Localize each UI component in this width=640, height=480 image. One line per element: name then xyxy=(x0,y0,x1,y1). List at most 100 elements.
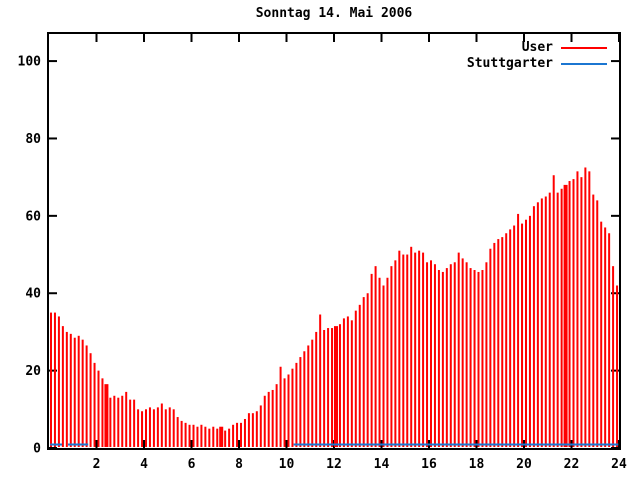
user-impulse-bar xyxy=(414,252,417,447)
x-tick-label: 4 xyxy=(140,457,148,472)
user-impulse-bar xyxy=(319,314,322,447)
user-impulse-bar xyxy=(358,304,361,447)
user-impulse-bar xyxy=(247,413,250,447)
legend-label-stuttgarter: Stuttgarter xyxy=(466,56,553,71)
user-impulse-bar xyxy=(505,233,508,447)
user-impulse-bar xyxy=(517,213,520,447)
legend-entry-user: User xyxy=(467,40,607,55)
x-tick-label: 16 xyxy=(421,457,437,472)
user-impulse-bar xyxy=(216,428,219,447)
user-impulse-bar xyxy=(61,326,64,447)
user-impulse-bar xyxy=(204,426,207,447)
user-impulse-bar xyxy=(528,215,531,447)
user-impulse-bar xyxy=(544,196,547,447)
user-impulse-bar xyxy=(588,171,591,447)
user-impulse-bar xyxy=(552,175,555,447)
user-impulse-bar xyxy=(287,374,290,447)
user-impulse-bar xyxy=(382,285,385,447)
user-impulse-bar xyxy=(295,362,298,447)
user-impulse-bar xyxy=(366,293,369,447)
user-impulse-bar xyxy=(275,384,278,447)
user-impulse-bar xyxy=(53,312,56,447)
chart-title: Sonntag 14. Mai 2006 xyxy=(255,6,413,21)
user-impulse-bar xyxy=(327,328,330,447)
user-impulse-bar xyxy=(346,316,349,447)
user-impulse-bar xyxy=(200,424,203,447)
user-impulse-bar xyxy=(271,389,274,447)
user-impulse-bar xyxy=(101,378,104,447)
user-impulse-bar xyxy=(612,266,615,447)
user-impulse-bar xyxy=(109,397,112,447)
user-impulse-bar xyxy=(461,258,464,447)
legend-line-stuttgarter-icon xyxy=(561,62,607,65)
user-impulse-bar xyxy=(152,409,155,447)
y-tick-label: 20 xyxy=(25,364,41,379)
user-impulse-bar xyxy=(85,345,88,447)
user-impulse-bar xyxy=(125,391,128,447)
x-tick-label: 20 xyxy=(516,457,532,472)
user-impulse-bar xyxy=(176,417,179,447)
user-impulse-bar xyxy=(362,297,365,447)
user-impulse-bar xyxy=(457,252,460,447)
user-impulse-bar xyxy=(117,397,120,447)
legend-label-user: User xyxy=(521,40,553,55)
user-impulse-bar xyxy=(497,239,500,447)
user-impulse-bar xyxy=(398,250,401,447)
y-tick-label: 40 xyxy=(25,287,41,302)
user-impulse-bar xyxy=(164,409,167,447)
user-impulse-bar xyxy=(433,264,436,447)
user-impulse-bar xyxy=(77,335,80,447)
plot-border xyxy=(47,32,621,450)
x-tick-label: 8 xyxy=(235,457,243,472)
user-impulse-bar xyxy=(311,339,314,447)
user-impulse-bar xyxy=(263,395,266,447)
user-impulse-bar xyxy=(453,262,456,447)
user-impulse-bar xyxy=(525,219,527,447)
user-impulse-bar xyxy=(315,331,318,447)
user-impulse-bar xyxy=(224,430,227,447)
user-impulse-bar xyxy=(540,198,543,447)
user-impulse-bar xyxy=(584,167,587,448)
user-impulse-bar xyxy=(430,260,432,447)
user-impulse-bar xyxy=(188,424,191,447)
user-impulse-bar xyxy=(192,424,195,447)
user-impulse-bar xyxy=(148,407,151,447)
user-impulse-bar xyxy=(370,273,373,447)
user-impulse-bar xyxy=(390,266,393,447)
user-impulse-bar xyxy=(156,407,159,447)
user-impulse-bar xyxy=(568,181,571,448)
x-tick-label: 6 xyxy=(188,457,196,472)
user-impulse-bar xyxy=(532,206,535,447)
user-impulse-bar xyxy=(81,339,84,447)
user-impulse-bar xyxy=(473,270,476,447)
user-impulse-bar xyxy=(323,329,326,447)
user-impulse-bar xyxy=(267,391,270,447)
user-impulse-bar xyxy=(232,424,235,447)
user-impulse-bar xyxy=(219,426,224,447)
user-impulse-bar xyxy=(445,268,448,447)
user-impulse-bar xyxy=(160,403,163,447)
user-impulse-bar xyxy=(141,411,144,447)
user-impulse-bar xyxy=(299,357,302,447)
user-impulse-bar xyxy=(243,418,246,447)
user-impulse-bar xyxy=(374,266,377,447)
user-impulse-bar xyxy=(97,370,100,447)
user-impulse-bar xyxy=(334,326,338,447)
user-impulse-bar xyxy=(509,229,512,447)
y-tick-label: 60 xyxy=(25,209,41,224)
user-impulse-bar xyxy=(493,242,496,447)
user-impulse-bar xyxy=(236,422,239,447)
user-impulse-bar xyxy=(563,184,568,447)
user-impulse-bar xyxy=(418,250,421,447)
user-impulse-bar xyxy=(184,422,187,447)
x-tick-label: 12 xyxy=(326,457,342,472)
user-impulse-bar xyxy=(283,378,286,447)
user-impulse-bar xyxy=(212,426,215,447)
user-impulse-bar xyxy=(481,270,484,447)
user-impulse-bar xyxy=(437,270,440,447)
user-impulse-bar xyxy=(133,399,136,447)
x-tick-label: 14 xyxy=(374,457,390,472)
user-impulse-bar xyxy=(303,351,306,447)
